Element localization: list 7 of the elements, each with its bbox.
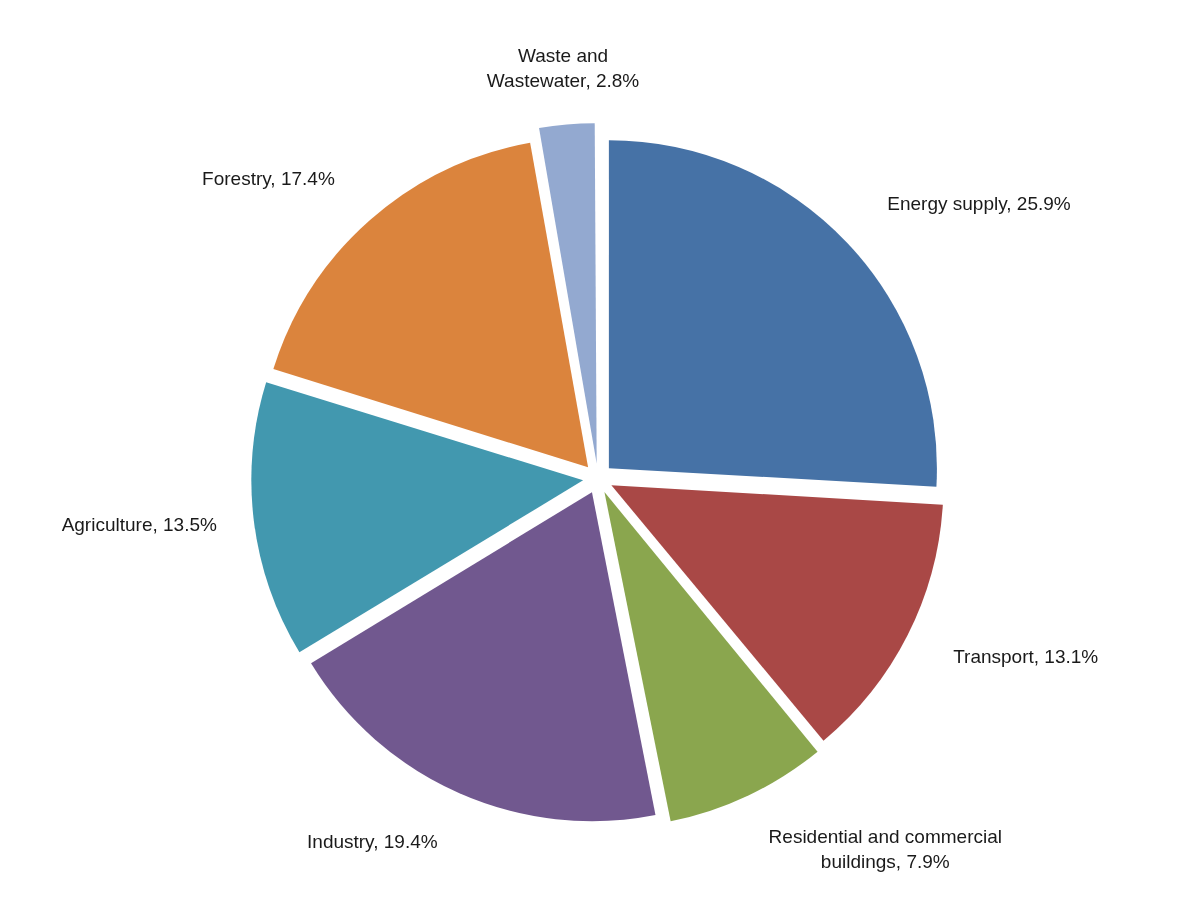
slice-label: Industry, 19.4% [307, 831, 438, 852]
slice-label: Waste and Wastewater, 2.8% [486, 45, 640, 92]
slice-label: Forestry, 17.4% [202, 168, 335, 190]
slice-label: Energy supply, 25.9% [887, 193, 1071, 215]
slice-label: Residential and commercial buildings, 7.9% [768, 826, 1002, 873]
slice-label: Transport, 13.1% [953, 646, 1099, 668]
slice-label: Agriculture, 13.5% [61, 513, 217, 535]
